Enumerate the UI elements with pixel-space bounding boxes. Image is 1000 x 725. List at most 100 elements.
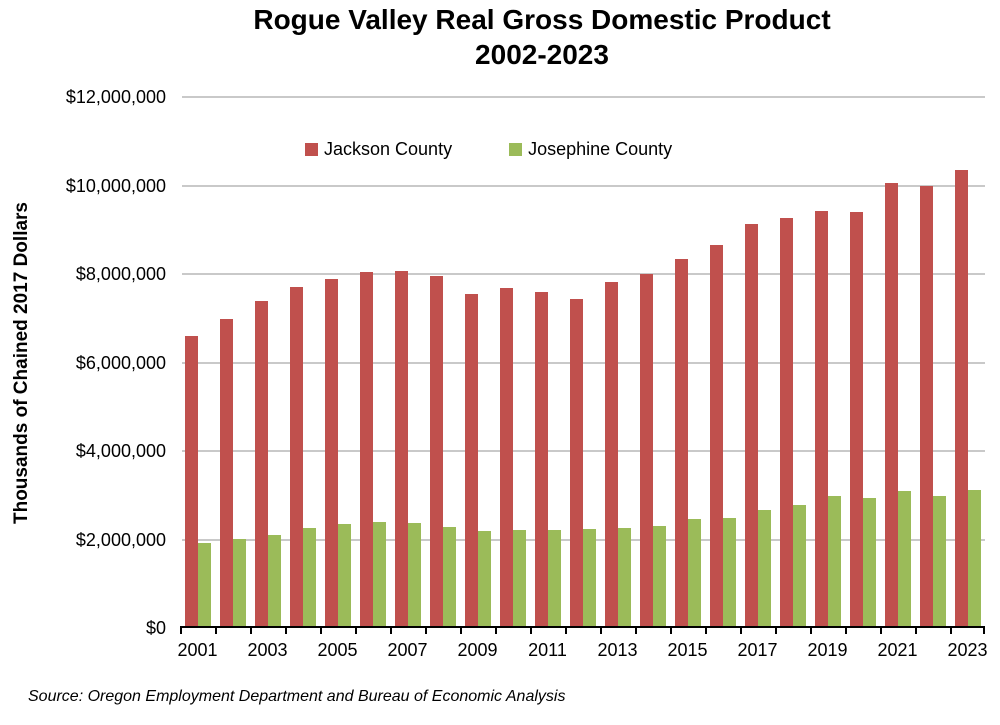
bar-josephine-2009 <box>477 530 491 626</box>
y-tick-label: $4,000,000 <box>75 441 166 461</box>
bar-josephine-2018 <box>792 505 806 626</box>
x-axis-tick <box>425 628 427 634</box>
bar-josephine-2022 <box>932 496 946 626</box>
x-axis-tick <box>565 628 567 634</box>
x-axis-tick <box>495 628 497 634</box>
x-axis-tick <box>880 628 882 634</box>
gridline <box>182 450 985 452</box>
bar-jackson-2016 <box>709 244 723 626</box>
x-axis-tick <box>530 628 532 634</box>
y-tick-label: $0 <box>145 618 166 638</box>
y-tick-label: $6,000,000 <box>75 352 166 373</box>
x-axis-tick <box>180 628 182 634</box>
gridline <box>182 273 985 275</box>
gridline <box>182 361 985 364</box>
legend-label-jackson: Jackson County <box>324 139 453 159</box>
bar-jackson-2015 <box>674 259 688 626</box>
bar-josephine-2012 <box>582 529 596 626</box>
bar-jackson-2021 <box>884 182 898 626</box>
bar-jackson-2005 <box>324 278 338 626</box>
bar-josephine-2010 <box>512 529 526 626</box>
bar-josephine-2007 <box>407 523 421 626</box>
x-tick-label: 2007 <box>387 640 428 660</box>
bar-josephine-2021 <box>897 490 911 626</box>
x-axis-tick <box>670 628 672 634</box>
bar-josephine-2016 <box>722 518 736 626</box>
bar-josephine-2017 <box>757 509 771 626</box>
x-axis-tick <box>915 628 917 634</box>
bar-josephine-2006 <box>372 522 386 626</box>
x-tick-label: 2021 <box>877 640 918 660</box>
x-axis-tick <box>460 628 462 634</box>
x-axis-tick <box>215 628 217 634</box>
x-axis-tick <box>705 628 707 634</box>
x-axis-tick <box>355 628 357 634</box>
chart-title: Rogue Valley Real Gross Domestic Product… <box>0 2 1000 72</box>
y-tick-label: $2,000,000 <box>75 529 166 550</box>
bar-jackson-2008 <box>429 275 443 626</box>
plot-area <box>180 96 985 634</box>
x-axis-tick <box>740 628 742 634</box>
x-axis-tick <box>285 628 287 634</box>
x-tick-label: 2013 <box>597 640 638 660</box>
y-tick-label: $10,000,000 <box>65 175 166 196</box>
x-axis-tick <box>600 628 602 634</box>
x-tick-label: 2015 <box>667 640 708 660</box>
legend-item-josephine: Josephine County <box>509 139 672 160</box>
bar-jackson-2017 <box>744 224 758 626</box>
x-tick-label: 2003 <box>247 640 288 660</box>
x-tick-label: 2011 <box>528 640 567 660</box>
x-axis-tick <box>950 628 952 634</box>
x-axis-tick <box>320 628 322 634</box>
bar-jackson-2011 <box>534 291 548 626</box>
bar-josephine-2015 <box>687 518 701 626</box>
bar-josephine-2020 <box>862 498 876 626</box>
bar-josephine-2014 <box>652 526 666 626</box>
x-axis-tick <box>810 628 812 634</box>
x-axis-tick <box>250 628 252 634</box>
bar-josephine-2011 <box>547 530 561 626</box>
x-tick-label: 2023 <box>947 640 988 660</box>
bar-jackson-2002 <box>219 319 233 626</box>
y-tick-label: $8,000,000 <box>75 264 166 284</box>
bar-jackson-2001 <box>184 335 198 626</box>
x-axis-tick <box>390 628 392 634</box>
x-tick-label: 2009 <box>457 640 498 660</box>
bar-jackson-2004 <box>289 286 303 626</box>
chart-title-line2: 2002-2023 <box>475 39 609 70</box>
legend-swatch-josephine-icon <box>509 143 523 156</box>
x-axis-tick <box>983 628 985 634</box>
legend-label-josephine: Josephine County <box>528 139 673 159</box>
bar-jackson-2023 <box>954 170 968 626</box>
bar-jackson-2010 <box>499 287 513 626</box>
bar-josephine-2019 <box>827 495 841 626</box>
legend-item-jackson: Jackson County <box>305 139 452 160</box>
bar-jackson-2019 <box>814 210 828 626</box>
bar-jackson-2006 <box>359 272 373 626</box>
bar-josephine-2001 <box>197 543 211 626</box>
bar-josephine-2023 <box>967 489 981 626</box>
bar-josephine-2002 <box>232 539 246 626</box>
x-tick-label: 2001 <box>177 640 218 660</box>
bar-josephine-2003 <box>267 534 281 626</box>
bar-josephine-2004 <box>302 528 316 626</box>
bar-jackson-2013 <box>604 281 618 626</box>
x-tick-label: 2017 <box>737 640 778 660</box>
x-tick-label: 2005 <box>317 640 358 660</box>
x-axis-tick <box>775 628 777 634</box>
source-note: Source: Oregon Employment Department and… <box>28 688 566 705</box>
bar-jackson-2009 <box>464 294 478 626</box>
bar-josephine-2008 <box>442 527 456 626</box>
bar-jackson-2012 <box>569 298 583 626</box>
x-axis-tick <box>845 628 847 634</box>
bar-jackson-2022 <box>919 185 933 626</box>
bar-jackson-2003 <box>254 300 268 626</box>
legend-swatch-jackson-icon <box>305 143 318 156</box>
chart-title-line1: Rogue Valley Real Gross Domestic Product <box>253 4 831 35</box>
gridline <box>182 184 985 187</box>
bar-jackson-2018 <box>779 217 793 626</box>
bar-josephine-2005 <box>337 524 351 626</box>
x-axis-tick <box>635 628 637 634</box>
bar-jackson-2007 <box>394 270 408 626</box>
